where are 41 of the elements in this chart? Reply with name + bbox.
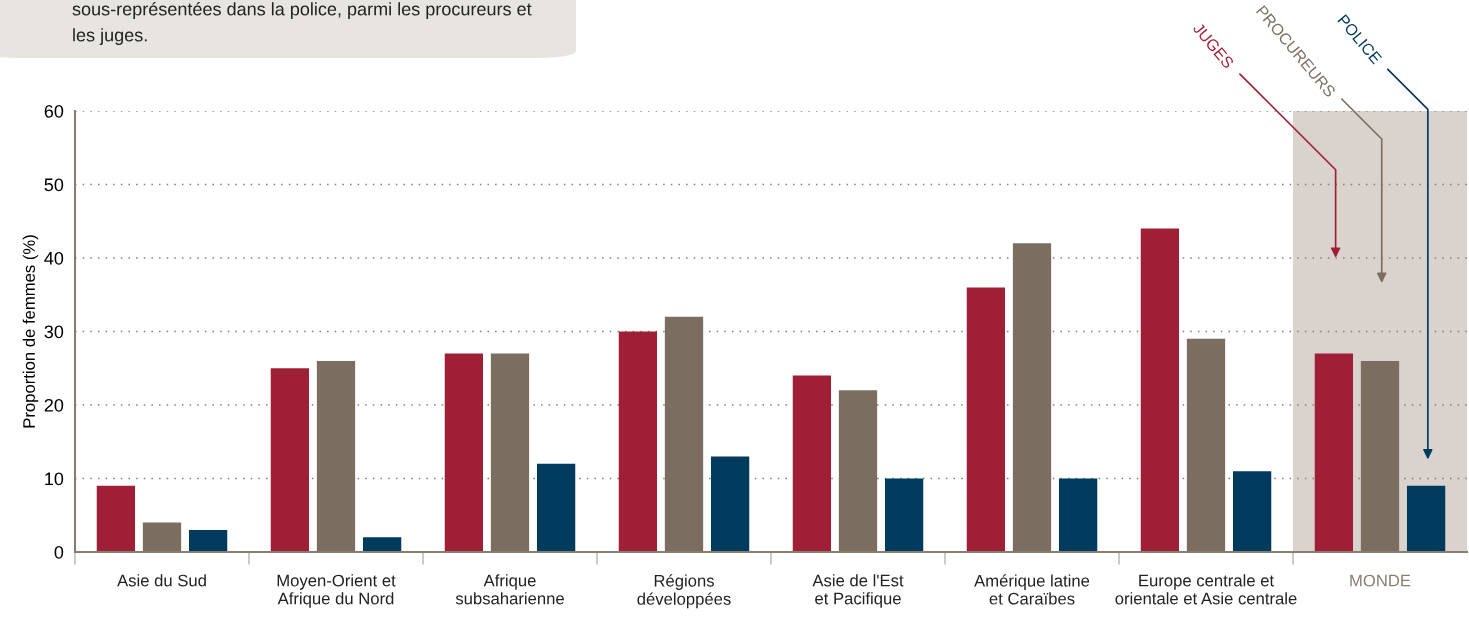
- bar: [1012, 243, 1052, 552]
- x-tick-label: Amérique latine et Caraïbes: [974, 574, 1090, 605]
- y-tick-label: 0: [54, 545, 64, 559]
- y-tick-label: 20: [44, 398, 64, 412]
- x-tick-label: Régions développées: [637, 574, 731, 609]
- y-tick-label: 60: [44, 104, 64, 118]
- bar: [1406, 485, 1446, 552]
- bar: [1232, 471, 1272, 552]
- bar: [316, 360, 356, 552]
- bar: [1186, 338, 1226, 552]
- bar: [96, 485, 136, 552]
- text: sous-représentées dans la police, parmi les procureurs et les juges.: [72, 2, 532, 46]
- bar: [188, 529, 228, 552]
- bar: [838, 390, 878, 552]
- x-tick-label: Afrique subsaharienne: [455, 574, 564, 605]
- bar: [884, 478, 924, 552]
- x-tick-label: Asie de l'Est et Pacifique: [812, 574, 904, 608]
- x-tick-label: MONDE: [1350, 574, 1411, 587]
- bar: [1058, 478, 1098, 552]
- bar: [618, 331, 658, 552]
- bar: [1360, 360, 1400, 552]
- bar: [710, 456, 750, 552]
- bar: [142, 522, 182, 552]
- bar: [966, 287, 1006, 552]
- y-tick-label: 40: [44, 251, 64, 265]
- x-tick-label: Moyen-Orient et Afrique du Nord: [277, 574, 396, 608]
- bar: [362, 537, 402, 552]
- bar: [792, 375, 832, 552]
- bar: [270, 368, 310, 552]
- x-tick-label: Europe centrale et orientale et Asie centrale: [1115, 574, 1297, 605]
- y-tick-label: 10: [45, 472, 64, 486]
- bar: [664, 316, 704, 552]
- y-tick-label: 50: [44, 178, 64, 192]
- y-tick-label: 30: [44, 325, 64, 339]
- y-axis-title: Proportion de femmes (%): [22, 235, 39, 428]
- bar: [1140, 228, 1180, 552]
- bar: [1314, 353, 1354, 552]
- bar: [536, 463, 576, 552]
- x-tick-label: Asie du Sud: [117, 574, 206, 587]
- bar: [444, 353, 484, 552]
- bar: [490, 353, 530, 552]
